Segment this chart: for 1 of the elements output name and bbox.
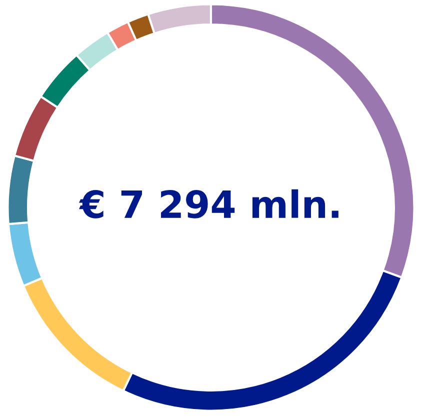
text: € 7 294 mln. <box>79 189 338 218</box>
